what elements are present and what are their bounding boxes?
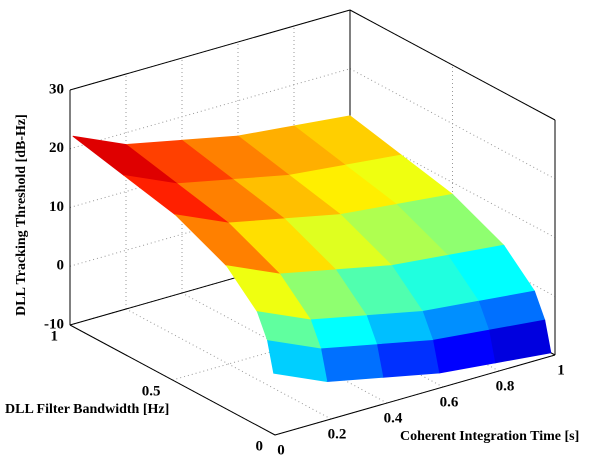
surface-patch	[365, 310, 434, 346]
surface-patch	[376, 339, 440, 378]
axis-box	[274, 354, 556, 436]
z-tick-label: -10	[44, 316, 64, 332]
y-tick-label: 0.5	[142, 383, 161, 399]
y-axis-label: DLL Filter Bandwidth [Hz]	[5, 402, 169, 417]
y-tick-label: 1	[51, 328, 59, 344]
grid-line	[69, 185, 351, 267]
grid-line	[69, 68, 351, 150]
grid-line	[69, 127, 351, 208]
x-axis-label: Coherent Integration Time [s]	[400, 429, 579, 444]
z-tick-label: 10	[49, 199, 64, 215]
surface-patch	[320, 344, 384, 382]
x-tick-label: 0.4	[384, 410, 403, 426]
x-tick-label: 0	[277, 442, 285, 458]
grid-line	[172, 299, 453, 381]
surface-patch	[309, 315, 378, 350]
y-tick-label: 0	[256, 438, 264, 454]
x-tick-label: 0.2	[328, 426, 347, 442]
z-axis-label: DLL Tracking Threshold [dB-Hz]	[14, 114, 29, 316]
z-tick-label: 20	[49, 140, 64, 156]
axis-box	[69, 9, 351, 91]
axis-box	[69, 324, 276, 436]
x-tick-label: 0.6	[440, 394, 459, 410]
grid-line	[125, 308, 332, 420]
z-tick-label: 30	[49, 81, 64, 97]
z-tick-label: 0	[57, 258, 65, 274]
surface-patch	[267, 340, 328, 383]
grid-line	[349, 68, 556, 180]
grid-line	[349, 127, 556, 238]
axis-box	[349, 9, 556, 121]
x-tick-label: 0.8	[496, 378, 515, 394]
x-tick-label: 1	[557, 362, 565, 378]
